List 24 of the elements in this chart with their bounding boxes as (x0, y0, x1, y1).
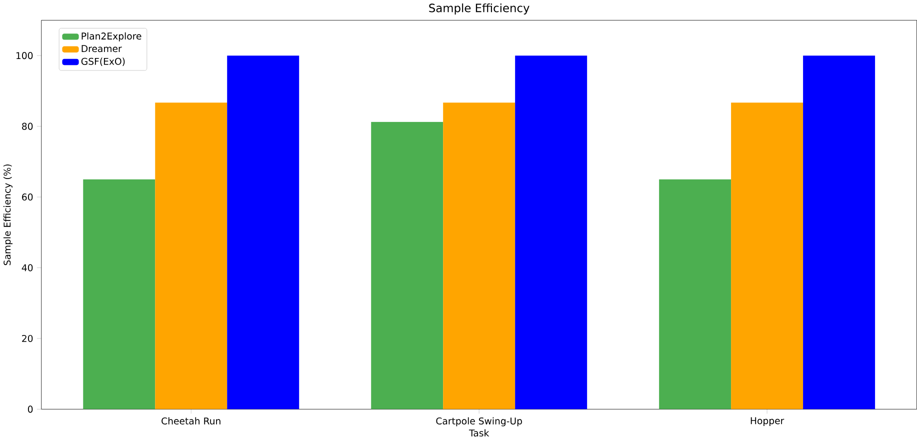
x-tick-label: Cartpole Swing-Up (436, 417, 522, 426)
y-axis-title: Sample Efficiency (%) (3, 164, 12, 266)
y-tick-label: 80 (22, 122, 33, 130)
bar (371, 122, 444, 410)
chart-title: Sample Efficiency (429, 3, 530, 15)
bar (227, 56, 300, 410)
y-tick-label: 100 (16, 52, 33, 60)
bar (803, 56, 876, 410)
legend-label: Dreamer (82, 45, 122, 52)
bar (155, 102, 228, 410)
y-tick-label: 60 (22, 194, 33, 201)
y-tick-label: 0 (28, 406, 33, 413)
legend-label: GSF(ExO) (81, 58, 125, 66)
y-tick-label: 20 (22, 334, 33, 342)
legend-label: Plan2Explore (82, 32, 142, 42)
bar (731, 102, 804, 410)
x-tick-label: Hopper (750, 417, 784, 426)
bar (83, 179, 156, 410)
y-tick-label: 40 (22, 264, 33, 272)
bar (443, 102, 516, 410)
bar (515, 56, 588, 410)
bar (659, 179, 732, 410)
x-axis-title: Task (468, 429, 490, 437)
x-tick-label: Cheetah Run (162, 417, 220, 425)
